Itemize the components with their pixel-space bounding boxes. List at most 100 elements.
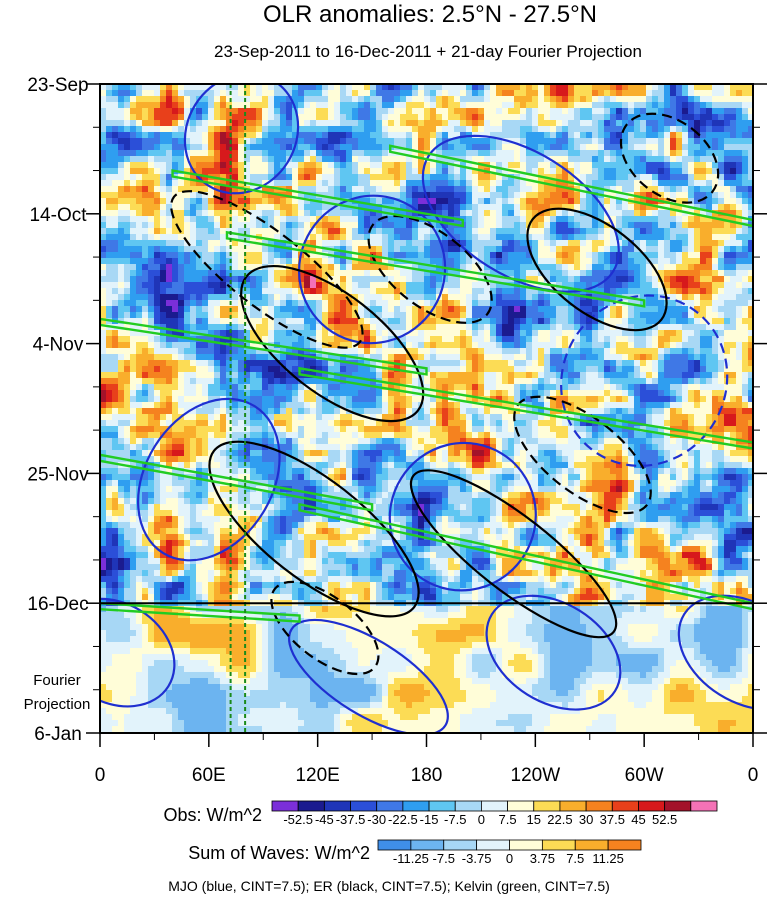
anomaly-cell [400,120,407,127]
anomaly-cell [748,330,753,337]
anomaly-cell [208,150,215,157]
anomaly-cell [232,198,239,205]
anomaly-cell [100,342,107,349]
anomaly-cell [304,324,311,331]
anomaly-cell [394,354,401,361]
anomaly-cell [160,312,167,319]
anomaly-cell [442,246,449,253]
anomaly-cell [112,156,119,163]
anomaly-cell [214,234,221,241]
anomaly-cell [364,102,371,109]
anomaly-cell [406,126,413,133]
anomaly-cell [160,84,167,91]
anomaly-cell [706,306,713,313]
anomaly-cell [610,354,617,361]
anomaly-cell [670,168,677,175]
anomaly-cell [328,282,335,289]
anomaly-cell [388,246,395,253]
anomaly-cell [292,288,299,295]
anomaly-cell [730,180,737,187]
anomaly-cell [640,258,647,265]
anomaly-cell [694,294,701,301]
anomaly-cell [562,312,569,319]
anomaly-cell [448,114,455,121]
anomaly-cell [100,114,107,121]
anomaly-cell [214,192,221,199]
anomaly-cell [544,228,551,235]
anomaly-cell [616,108,623,115]
anomaly-cell [328,162,335,169]
anomaly-cell [616,282,623,289]
anomaly-cell [286,144,293,151]
anomaly-cell [598,156,605,163]
anomaly-cell [220,312,227,319]
anomaly-cell [316,300,323,307]
anomaly-cell [382,216,389,223]
anomaly-cell [748,324,753,331]
anomaly-cell [454,282,461,289]
anomaly-cell [706,312,713,319]
anomaly-cell [430,96,437,103]
anomaly-cell [472,264,479,271]
anomaly-cell [262,282,269,289]
anomaly-cell [142,240,149,247]
anomaly-cell [424,162,431,169]
anomaly-cell [412,264,419,271]
anomaly-cell [466,276,473,283]
anomaly-cell [130,312,137,319]
anomaly-cell [178,300,185,307]
anomaly-cell [682,312,689,319]
anomaly-cell [346,180,353,187]
anomaly-cell [676,216,683,223]
anomaly-cell [226,264,233,271]
anomaly-cell [682,168,689,175]
anomaly-cell [166,330,173,337]
anomaly-cell [526,336,533,343]
anomaly-cell [160,126,167,133]
anomaly-cell [304,336,311,343]
anomaly-cell [370,354,377,361]
anomaly-cell [310,330,317,337]
anomaly-cell [124,84,131,91]
anomaly-cell [634,120,641,127]
anomaly-cell [292,192,299,199]
anomaly-cell [100,228,107,235]
anomaly-cell [562,108,569,115]
anomaly-cell [346,306,353,313]
anomaly-cell [292,156,299,163]
anomaly-cell [604,330,611,337]
anomaly-cell [358,180,365,187]
anomaly-cell [406,114,413,121]
anomaly-cell [232,228,239,235]
anomaly-cell [664,174,671,181]
anomaly-cell [562,138,569,145]
anomaly-cell [682,186,689,193]
anomaly-cell [478,252,485,259]
anomaly-cell [136,354,143,361]
anomaly-cell [328,108,335,115]
anomaly-cell [232,276,239,283]
anomaly-cell [202,150,209,157]
anomaly-cell [364,246,371,253]
anomaly-cell [694,324,701,331]
anomaly-cell [106,198,113,205]
anomaly-cell [220,180,227,187]
anomaly-cell [448,168,455,175]
anomaly-cell [112,132,119,139]
anomaly-cell [214,114,221,121]
anomaly-cell [478,210,485,217]
anomaly-cell [154,192,161,199]
anomaly-cell [250,150,257,157]
anomaly-cell [370,210,377,217]
anomaly-cell [106,210,113,217]
anomaly-cell [622,246,629,253]
anomaly-cell [742,84,749,91]
anomaly-cell [718,330,725,337]
anomaly-cell [298,270,305,277]
anomaly-cell [328,294,335,301]
anomaly-cell [670,324,677,331]
anomaly-cell [412,336,419,343]
anomaly-cell [580,300,587,307]
anomaly-cell [262,180,269,187]
anomaly-cell [154,354,161,361]
